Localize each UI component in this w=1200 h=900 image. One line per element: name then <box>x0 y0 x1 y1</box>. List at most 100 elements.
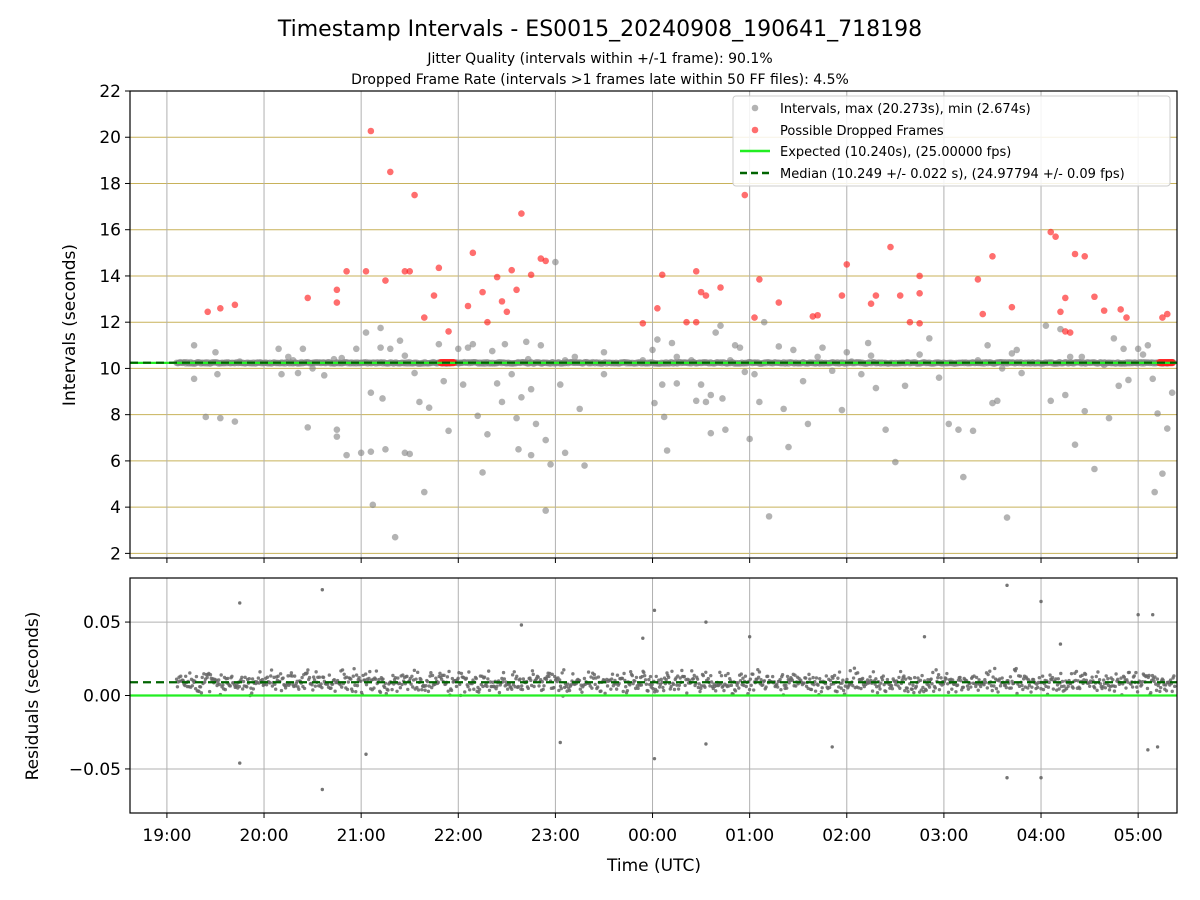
residual-point <box>305 671 309 675</box>
dropped-frame-point <box>814 311 821 319</box>
residual-point <box>302 686 307 691</box>
interval-point <box>1066 353 1074 361</box>
residual-point <box>223 687 228 692</box>
residual-point <box>615 673 620 677</box>
residual-point <box>802 681 806 685</box>
residual-point <box>827 685 832 690</box>
residual-point <box>644 682 649 686</box>
residual-point <box>558 740 562 745</box>
time-x-tick-label: 21:00 <box>337 826 386 846</box>
dropped-frame-point <box>498 298 506 305</box>
residual-point <box>882 682 886 687</box>
residual-point <box>269 674 273 678</box>
residual-point <box>1134 670 1138 675</box>
residual-point <box>1039 599 1043 604</box>
residual-point <box>1154 688 1159 693</box>
interval-point <box>459 381 467 388</box>
residual-point <box>860 676 865 681</box>
residual-point <box>939 676 943 680</box>
dropped-frame-point <box>775 299 783 306</box>
residual-point <box>961 685 966 689</box>
residual-point <box>256 676 261 680</box>
residual-point <box>582 676 587 681</box>
residual-point <box>429 671 433 675</box>
interval-point <box>872 384 880 392</box>
residual-point <box>1039 776 1043 780</box>
residual-point <box>897 675 901 680</box>
residual-point <box>718 670 722 675</box>
residual-point <box>747 635 752 639</box>
interval-point <box>935 374 943 381</box>
residual-point <box>682 674 687 679</box>
interval-point <box>692 397 700 405</box>
residual-point <box>1056 677 1061 681</box>
interval-point <box>1018 369 1025 377</box>
residuals-axes-frame <box>129 577 1178 814</box>
residual-point <box>719 674 724 678</box>
residual-point <box>289 671 294 675</box>
residual-point <box>596 675 601 679</box>
residuals-panel: −0.05 0.00 0.05 Residuals (seconds) <box>23 577 1178 814</box>
residual-point <box>184 674 188 678</box>
residual-point <box>1060 679 1065 684</box>
residual-point <box>593 682 597 687</box>
residual-point <box>852 666 857 670</box>
intervals-y-tick-label: 4 <box>110 498 121 518</box>
residual-point <box>659 677 663 682</box>
residual-point <box>557 688 561 693</box>
interval-point <box>751 370 758 378</box>
dropped-frame-point <box>304 294 312 302</box>
residual-point <box>759 678 763 682</box>
residual-point <box>812 682 816 687</box>
residual-point <box>918 678 923 683</box>
residual-point <box>501 670 506 675</box>
residual-point <box>780 673 785 677</box>
dropped-frame-point <box>979 310 987 318</box>
interval-point <box>537 342 545 349</box>
residual-point <box>898 686 902 690</box>
interval-point <box>294 369 302 377</box>
dropped-frame-point <box>479 288 486 296</box>
interval-point <box>406 450 414 458</box>
interval-point <box>814 353 821 361</box>
residual-point <box>486 677 490 681</box>
residual-point <box>729 683 734 688</box>
residual-point <box>930 682 934 686</box>
residual-point <box>1149 691 1153 695</box>
dropped-frame-point <box>382 277 389 284</box>
residual-point <box>605 684 610 688</box>
dropped-frame-point <box>658 271 666 279</box>
interval-point <box>1105 414 1113 422</box>
dropped-frame-point <box>887 243 894 251</box>
residual-point <box>567 688 572 693</box>
residual-point <box>643 673 647 678</box>
residual-point <box>979 684 983 689</box>
residuals-scatter <box>174 583 1177 792</box>
dropped-frame-point <box>692 318 700 326</box>
residual-point <box>992 684 996 688</box>
interval-point <box>1154 410 1161 417</box>
residual-point <box>924 688 928 692</box>
residual-point <box>983 680 988 684</box>
residual-point <box>778 677 782 682</box>
residual-point <box>487 688 492 693</box>
residual-point <box>1146 748 1150 752</box>
residual-point <box>550 672 554 677</box>
interval-point <box>576 405 583 413</box>
residual-point <box>395 689 399 694</box>
legend-intervals-marker <box>751 104 759 112</box>
residual-point <box>238 761 242 765</box>
interval-point <box>275 345 282 353</box>
residual-point <box>327 673 332 677</box>
residual-point <box>936 675 940 680</box>
interval-point <box>542 507 549 514</box>
residual-point <box>996 690 1000 694</box>
interval-point <box>454 345 462 353</box>
residual-point <box>497 690 502 695</box>
residual-point <box>175 685 180 689</box>
residual-point <box>697 682 701 686</box>
residual-point <box>1066 684 1070 689</box>
residual-point <box>447 669 451 674</box>
residual-point <box>934 668 938 672</box>
dropped-frame-point <box>1062 294 1069 302</box>
